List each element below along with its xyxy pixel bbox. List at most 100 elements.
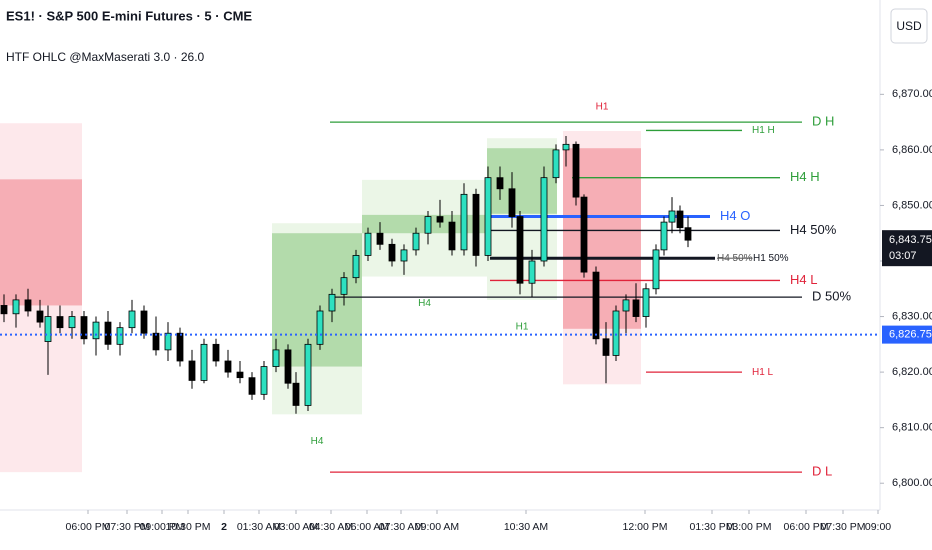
box-label: H4 (311, 436, 324, 447)
x-tick-label: 12:00 PM (623, 521, 668, 533)
x-tick-label: 06:00 AM (345, 521, 389, 533)
candle-body (260, 366, 268, 395)
candle-body (200, 343, 208, 381)
candle-body (272, 349, 280, 367)
candle-body (44, 316, 52, 342)
level-label: H1 H (752, 125, 775, 136)
x-tick-label: 10:30 PM (166, 521, 211, 533)
x-tick-label: 01:30 PM (690, 521, 735, 533)
candle-body (676, 210, 684, 229)
candle-body (12, 299, 20, 315)
candle-body (592, 271, 600, 340)
level-tag: H4 50% (717, 253, 753, 264)
candle-body (176, 332, 184, 362)
candle-body (0, 305, 8, 315)
candle-body (116, 327, 124, 345)
y-tick-label: 6,810.00 (892, 422, 932, 434)
x-tick-label: 09:00 AM (415, 521, 459, 533)
countdown-label: 03:07 (889, 250, 917, 262)
indicator-name: HTF OHLC @MaxMaserati 3.0 · 26.0 (6, 50, 205, 64)
candle-body (496, 177, 504, 190)
candle-body (412, 232, 420, 251)
candle-body (562, 143, 570, 151)
candle-body (652, 249, 660, 290)
candle-body (400, 249, 408, 262)
candle-body (528, 260, 536, 284)
y-tick-label: 6,850.00 (892, 199, 932, 211)
candle-body (68, 316, 76, 329)
level-label: H1 50% (753, 253, 789, 264)
candle-body (164, 332, 172, 351)
candle-body (472, 193, 480, 256)
candle-body (188, 360, 196, 381)
candle-body (284, 349, 292, 384)
candle-body (316, 310, 324, 345)
candle-body (602, 338, 610, 356)
candle-body (304, 343, 312, 406)
candle-body (24, 299, 32, 312)
last-price-badge (882, 230, 932, 267)
range-box-body (362, 214, 487, 234)
candle-body (684, 227, 692, 241)
x-tick-label: 07:30 AM (379, 521, 423, 533)
candle-body (36, 310, 44, 323)
y-tick-label: 6,800.00 (892, 477, 932, 489)
y-tick-label: 6,820.00 (892, 366, 932, 378)
candle-body (104, 321, 112, 345)
candle-body (224, 360, 232, 373)
current-price-badge (882, 325, 932, 344)
x-tick-label: 2 (221, 521, 227, 533)
level-label: H4 H (790, 169, 820, 184)
candle-body (340, 277, 348, 295)
last-price-label: 6,843.75 (889, 234, 932, 246)
x-tick-label: 09:00 PM (140, 521, 185, 533)
candle-body (92, 321, 100, 340)
candle-body (552, 149, 560, 179)
candle-body (352, 255, 360, 279)
level-label: D H (812, 114, 834, 129)
candle-body (248, 377, 256, 395)
currency-label[interactable]: USD (896, 19, 922, 33)
y-tick-label: 6,830.00 (892, 310, 932, 322)
candle-body (484, 177, 492, 256)
candle-body (448, 221, 456, 251)
candle-body (580, 196, 588, 273)
candle-body (376, 232, 384, 245)
candle-body (292, 382, 300, 406)
candle-body (516, 216, 524, 284)
candle-body (660, 221, 668, 251)
candle-body (436, 216, 444, 223)
level-label: H1 L (752, 367, 774, 378)
candle-body (128, 310, 136, 329)
x-tick-label: 01:30 AM (237, 521, 281, 533)
x-tick-label: 04:30 AM (309, 521, 353, 533)
currency-button[interactable] (890, 8, 928, 44)
candle-body (642, 288, 650, 317)
candle-body (152, 332, 160, 351)
chart-title: ES1! · S&P 500 E-mini Futures · 5 · CME (6, 8, 252, 23)
level-label: D 50% (812, 289, 851, 304)
candle-body (140, 310, 148, 334)
candle-body (56, 316, 64, 329)
candle-body (508, 188, 516, 217)
candle-body (212, 343, 220, 362)
level-label: H4 O (720, 208, 750, 223)
current-price-label: 6,826.75 (889, 329, 932, 341)
candle-body (540, 177, 548, 262)
box-label: H4 (418, 298, 431, 309)
x-tick-label: 06:00 PM (66, 521, 111, 533)
candle-body (632, 299, 640, 317)
x-tick-label: 06:00 PM (784, 521, 829, 533)
y-tick-label: 6,860.00 (892, 144, 932, 156)
candle-body (572, 143, 580, 198)
candle-body (364, 232, 372, 256)
x-tick-label: 03:00 PM (727, 521, 772, 533)
x-tick-label: 10:30 AM (504, 521, 548, 533)
range-box-body (272, 233, 362, 367)
level-label: H4 L (790, 272, 817, 287)
x-tick-label: 07:30 PM (821, 521, 866, 533)
candle-body (388, 243, 396, 262)
x-tick-label: 03:00 AM (274, 521, 318, 533)
candle-body (424, 216, 432, 234)
